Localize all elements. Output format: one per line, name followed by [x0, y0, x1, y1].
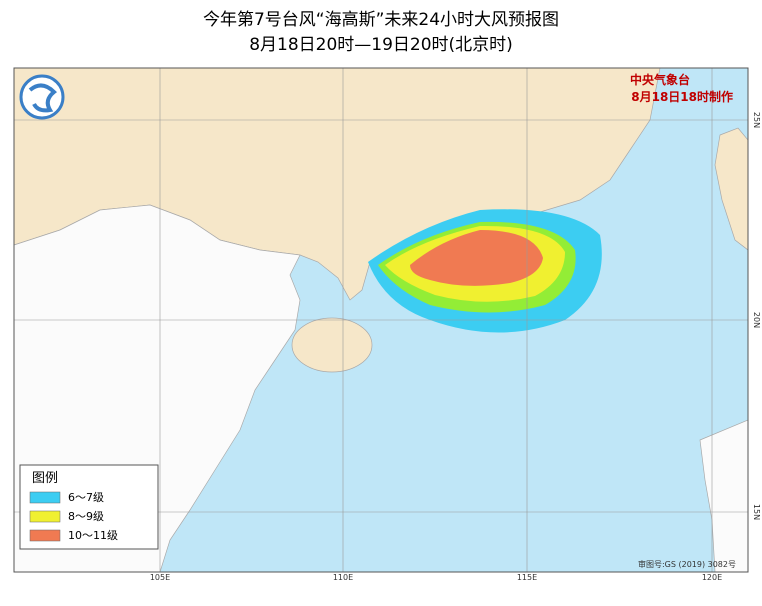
- legend-title: 图例: [32, 471, 58, 486]
- legend: 图例 6～7级 8～9级 10～11级: [19, 464, 159, 550]
- subtitle: 8月18日20时—19日20时(北京时): [249, 35, 513, 55]
- latitude-label: 20N: [752, 312, 761, 328]
- legend-item: 6～7级: [68, 491, 104, 504]
- title: 今年第7号台风“海高斯”未来24小时大风预报图: [203, 10, 559, 30]
- longitude-label: 105E: [150, 573, 170, 582]
- logo: [19, 74, 65, 120]
- legend-item: 10～11级: [68, 529, 118, 542]
- issued: 8月18日18时制作: [631, 89, 733, 104]
- longitude-label: 115E: [517, 573, 537, 582]
- hainan: [291, 317, 373, 373]
- latitude-label: 25N: [752, 112, 761, 128]
- taiwan: [714, 127, 748, 251]
- longitude-label: 110E: [333, 573, 353, 582]
- footer: 审图号:GS (2019) 3082号: [638, 559, 736, 569]
- longitude-label: 120E: [702, 573, 722, 582]
- graticule: [14, 68, 748, 572]
- legend-item: 8～9级: [68, 510, 104, 523]
- agency: 中央气象台: [630, 72, 690, 87]
- latitude-label: 15N: [752, 504, 761, 520]
- map-frame: [13, 67, 749, 573]
- wind-zone-10-11: [410, 230, 543, 286]
